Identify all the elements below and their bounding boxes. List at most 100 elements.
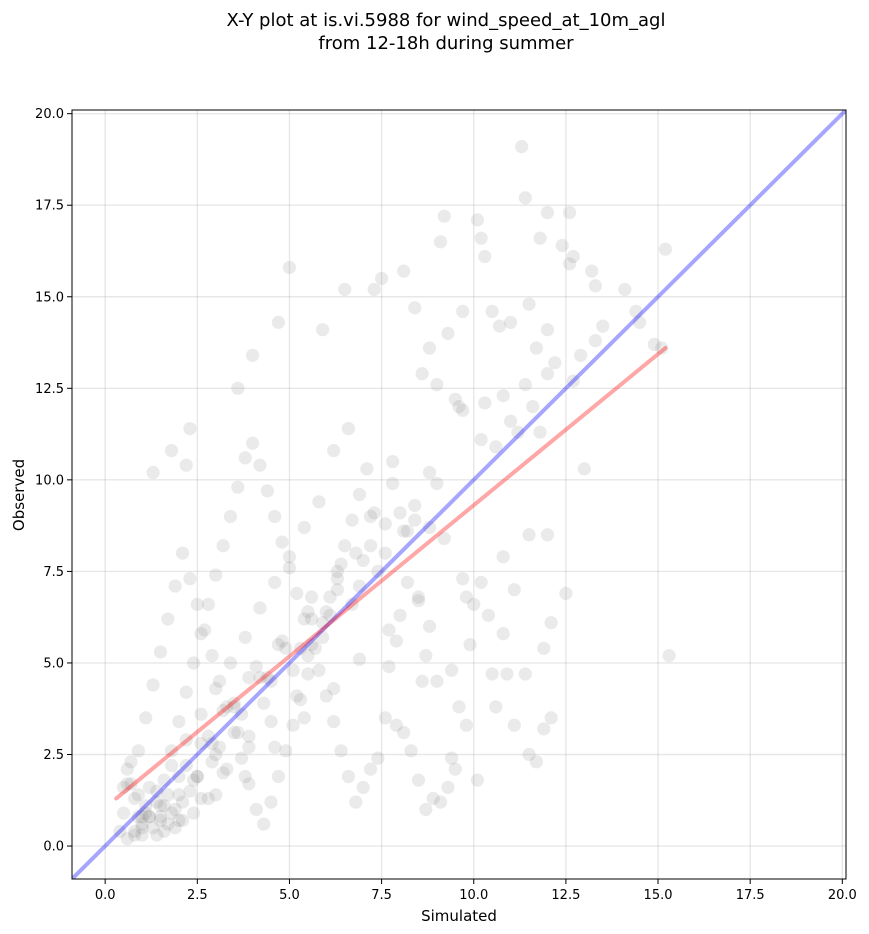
scatter-point: [529, 755, 544, 769]
scatter-point: [179, 733, 193, 747]
axes-frame: [71, 109, 847, 880]
scatter-point: [146, 821, 160, 835]
scatter-point: [618, 282, 632, 297]
scatter-point: [397, 725, 411, 740]
scatter-point: [485, 304, 499, 319]
scatter-point: [117, 780, 131, 795]
scatter-point: [253, 670, 267, 685]
scatter-point: [437, 531, 451, 546]
scatter-point: [540, 367, 555, 381]
scatter-point: [220, 700, 234, 714]
scatter-point: [201, 597, 215, 611]
scatter-point: [190, 597, 204, 611]
scatter-point: [349, 795, 363, 809]
scatter-point: [540, 528, 555, 542]
scatter-point: [430, 378, 444, 392]
scatter-point: [290, 689, 304, 703]
scatter-point: [194, 791, 208, 806]
scatter-point: [131, 744, 145, 758]
scatter-point: [522, 528, 536, 542]
scatter-point: [327, 681, 341, 696]
scatter-point: [511, 425, 525, 439]
scatter-point: [282, 550, 297, 564]
scatter-point: [389, 718, 403, 732]
scatter-point: [282, 260, 297, 275]
scatter-point: [253, 601, 267, 615]
scatter-point: [367, 506, 381, 520]
scatter-point: [150, 784, 164, 798]
scatter-point: [275, 535, 289, 549]
chart-title-line-2: from 12-18h during summer: [318, 33, 574, 54]
scatter-point: [290, 586, 304, 600]
scatter-point: [422, 465, 437, 480]
scatter-point: [397, 264, 411, 278]
series-lines: [72, 110, 846, 879]
one-to-one-line: [72, 110, 846, 879]
scatter-point: [411, 594, 426, 608]
scatter-point: [209, 681, 223, 696]
scatter-point: [378, 711, 392, 725]
x-tick-label: 20.0: [828, 888, 857, 903]
regression-line: [114, 346, 668, 801]
scatter-point: [430, 674, 444, 688]
scatter-point: [242, 740, 256, 754]
scatter-point: [408, 498, 422, 513]
scatter-point: [400, 575, 414, 589]
scatter-point: [183, 421, 197, 436]
scatter-point: [271, 638, 285, 652]
scatter-point: [286, 663, 300, 677]
scatter-point: [120, 777, 134, 791]
scatter-point: [330, 564, 344, 579]
scatter-point: [153, 813, 168, 828]
scatter-point: [227, 700, 241, 714]
scatter-point: [139, 711, 153, 725]
scatter-point: [316, 323, 330, 337]
x-tick-label: 7.5: [371, 888, 392, 903]
scatter-point: [227, 725, 241, 740]
scatter-point: [257, 817, 271, 831]
scatter-point: [164, 758, 179, 773]
scatter-point: [131, 810, 145, 824]
scatter-point: [293, 692, 308, 707]
scatter-point: [492, 319, 507, 333]
scatter-point: [231, 480, 245, 494]
scatter-point: [271, 315, 285, 329]
scatter-point: [153, 799, 168, 813]
scatter-point: [179, 458, 193, 472]
scatter-point: [382, 623, 396, 637]
scatter-point: [183, 572, 197, 586]
scatter-point: [474, 432, 488, 447]
scatter-point: [478, 396, 492, 410]
scatter-point: [411, 773, 426, 787]
scatter-point: [408, 513, 422, 527]
scatter-point: [139, 806, 153, 820]
scatter-point: [445, 663, 459, 677]
scatter-point: [371, 564, 385, 579]
scatter-point: [135, 810, 149, 824]
scatter-point: [142, 810, 156, 824]
scatter-point: [577, 462, 591, 476]
scatter-point: [223, 656, 238, 670]
scatter-point: [430, 476, 444, 491]
scatter-point: [533, 231, 547, 245]
scatter-point: [504, 414, 518, 428]
scatter-points: [113, 140, 676, 846]
x-axis-label: Simulated: [421, 907, 497, 925]
scatter-point: [279, 641, 293, 655]
scatter-point: [194, 627, 208, 641]
scatter-point: [540, 205, 555, 220]
scatter-point: [496, 389, 510, 403]
scatter-point: [356, 780, 370, 795]
scatter-point: [172, 788, 186, 802]
scatter-point: [231, 381, 245, 395]
scatter-point: [496, 627, 510, 641]
scatter-point: [172, 813, 186, 828]
scatter-point: [268, 575, 282, 589]
scatter-point: [312, 663, 326, 677]
x-tick-label: 5.0: [279, 888, 300, 903]
y-tick-label: 7.5: [43, 565, 64, 580]
scatter-point: [330, 583, 344, 597]
scatter-point: [128, 824, 142, 838]
scatter-point: [441, 326, 455, 340]
x-tick-label: 2.5: [187, 888, 208, 903]
